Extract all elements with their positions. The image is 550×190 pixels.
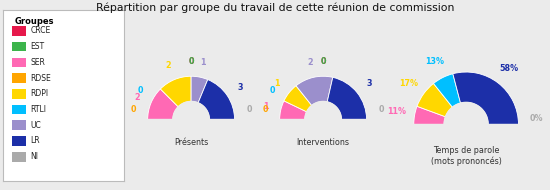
Text: 0%: 0% [530,114,543,123]
Text: Répartition par groupe du travail de cette réunion de commission: Répartition par groupe du travail de cet… [96,3,454,13]
Bar [13,105,26,114]
Wedge shape [198,80,235,120]
Text: Temps de parole
(mots prononcés): Temps de parole (mots prononcés) [431,146,502,166]
Wedge shape [279,101,307,120]
Bar [13,120,26,130]
Text: 0: 0 [262,105,268,114]
Text: 1: 1 [200,58,205,67]
Wedge shape [296,76,333,105]
Polygon shape [409,124,524,132]
Text: EST: EST [31,42,45,51]
Bar [13,26,26,36]
Text: 0: 0 [378,105,384,114]
Text: 3: 3 [366,79,372,88]
Text: 0: 0 [188,57,194,66]
Polygon shape [444,102,488,124]
Text: NI: NI [31,152,38,161]
Text: 0: 0 [320,57,326,66]
Text: 17%: 17% [399,78,419,88]
Text: 0: 0 [138,86,143,95]
Bar [13,136,26,146]
Text: 2: 2 [307,58,313,67]
Text: 0: 0 [130,105,136,114]
Polygon shape [144,119,239,126]
Wedge shape [191,76,208,103]
Text: Présents: Présents [174,138,208,147]
Wedge shape [414,106,446,124]
Wedge shape [433,74,460,107]
Wedge shape [417,83,453,117]
Text: 0: 0 [246,105,252,114]
Text: SER: SER [31,58,46,67]
Text: RDPI: RDPI [31,89,49,98]
Text: Interventions: Interventions [296,138,350,147]
Polygon shape [173,101,210,120]
Bar [13,152,26,162]
Text: 3: 3 [237,83,243,92]
Text: CRCE: CRCE [31,26,51,35]
Text: Groupes: Groupes [15,17,54,26]
Text: RTLI: RTLI [31,105,47,114]
Text: 58%: 58% [500,64,519,73]
Text: 13%: 13% [425,57,444,66]
Bar [13,73,26,83]
Text: 2: 2 [166,61,172,70]
Wedge shape [161,76,191,107]
Wedge shape [147,89,178,120]
Polygon shape [305,101,342,120]
Text: 1: 1 [274,79,280,88]
Wedge shape [327,77,367,120]
Bar [13,42,26,51]
Wedge shape [284,86,312,112]
Bar [13,58,26,67]
Text: 1: 1 [263,102,268,111]
Text: RDSE: RDSE [31,74,51,83]
Wedge shape [453,72,519,124]
Text: 0: 0 [270,86,275,95]
Text: 11%: 11% [387,108,406,116]
Text: 2: 2 [134,93,140,102]
Text: UC: UC [31,121,41,130]
Text: 0: 0 [320,57,326,66]
Bar [13,89,26,99]
Text: LR: LR [31,136,40,146]
Text: 0: 0 [188,57,194,66]
Polygon shape [276,119,371,126]
